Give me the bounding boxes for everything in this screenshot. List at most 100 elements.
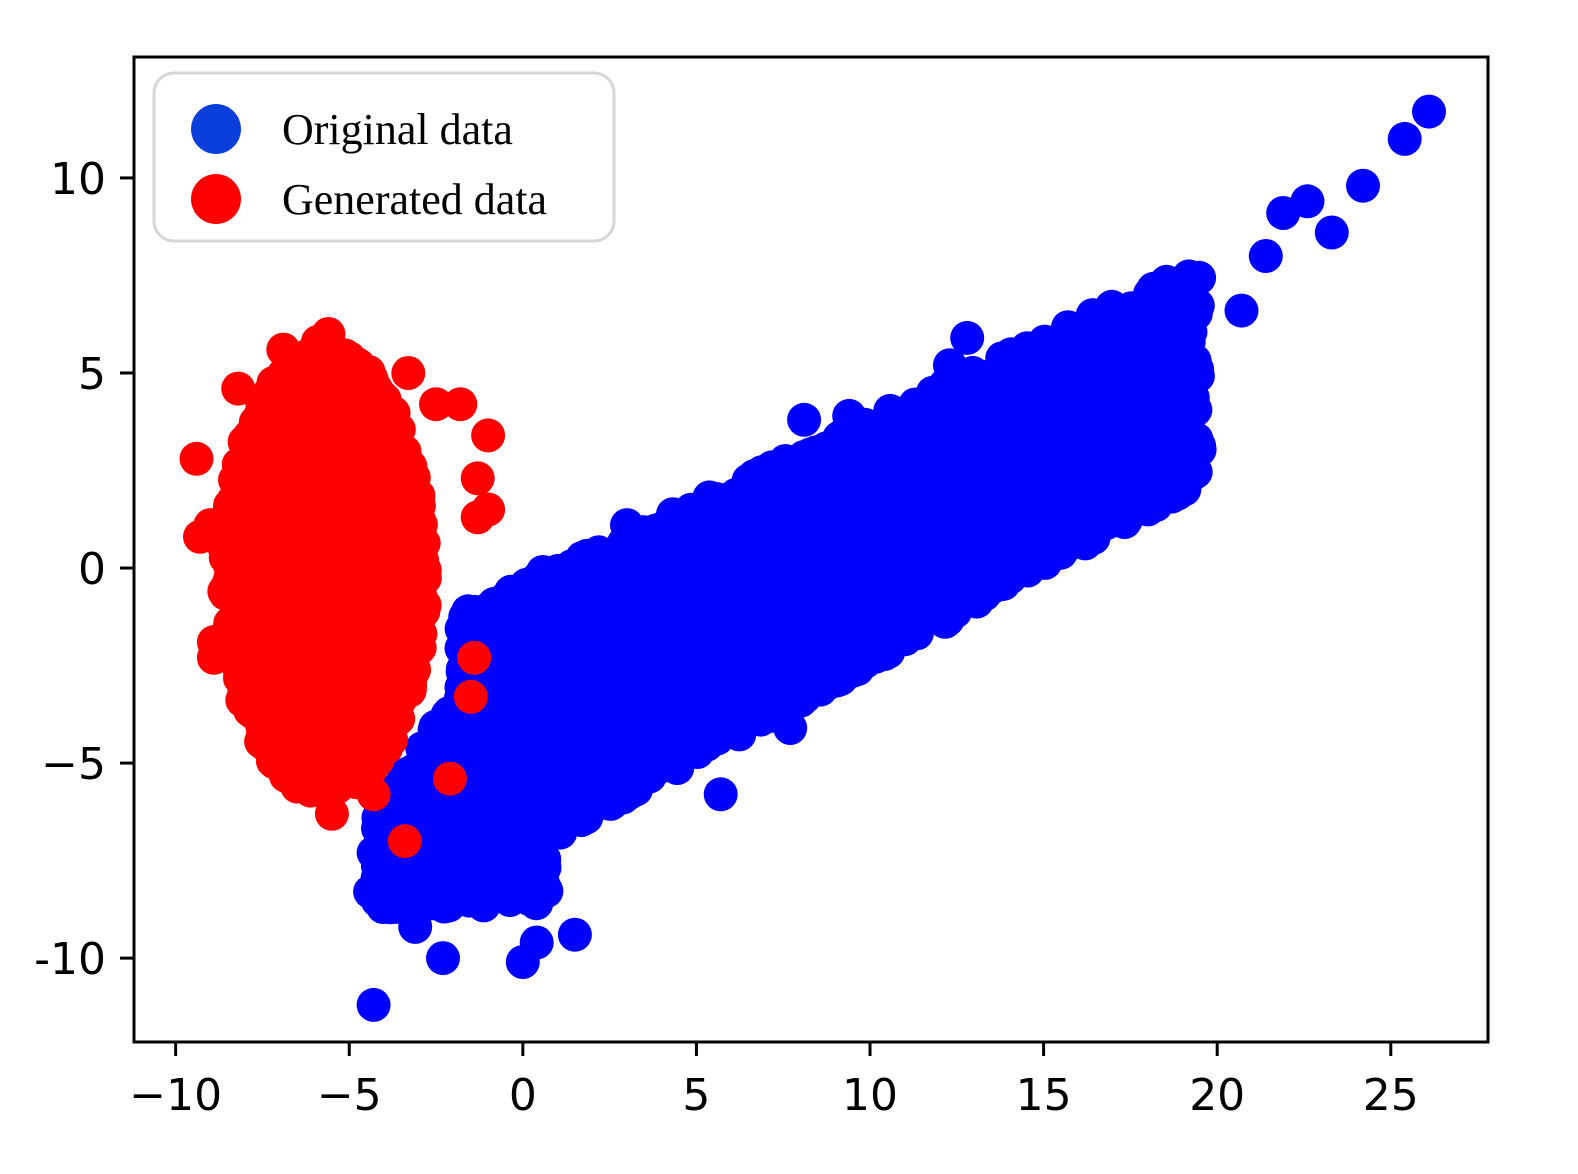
original-point [870,574,905,609]
generated-point [233,693,268,728]
generated-point [287,568,322,602]
original-point [1346,168,1380,203]
x-axis: −10 −5 0 5 10 15 20 25 [129,1042,1419,1121]
original-point [520,740,555,775]
original-point [675,681,710,716]
original-point [780,476,815,511]
original-point [426,941,460,976]
original-point [641,543,676,578]
original-point [353,874,388,909]
original-point [832,609,867,644]
original-point [932,348,967,383]
original-point [356,987,391,1022]
generated-point [362,397,397,432]
original-point [564,803,599,838]
generated-point [263,408,298,443]
x-tick-label: 10 [842,1070,898,1121]
original-point [832,398,867,433]
series-generated-data [179,317,506,859]
legend: Original data Generated data [152,71,616,243]
original-point [1224,293,1259,328]
original-point [887,405,921,440]
generated-point [278,452,312,487]
original-point [1047,334,1082,369]
generated-point [196,640,231,675]
original-point [867,637,902,671]
generated-point [383,513,418,548]
generated-point [377,551,412,585]
x-tick-label: 0 [509,1070,537,1121]
y-tick-label: 10 [50,154,106,205]
original-point [1131,492,1166,527]
original-point [713,617,748,652]
y-tick-label: 0 [78,544,106,595]
original-point [1114,414,1149,449]
generated-point [301,324,335,359]
generated-point [252,726,287,761]
y-tick-label: −5 [41,739,106,790]
generated-point [332,586,367,621]
original-point [824,441,859,476]
original-point [492,688,527,723]
x-tick-label: 20 [1189,1070,1245,1121]
original-point [444,611,479,646]
generated-point [251,612,286,647]
original-point [561,628,595,663]
generated-point [328,671,363,706]
original-point [936,443,970,478]
original-point [656,497,690,532]
original-point [989,352,1024,387]
generated-point [457,640,492,675]
original-point [1018,478,1052,513]
original-point [783,683,818,718]
original-point [1266,196,1301,230]
original-point [515,880,550,915]
original-point [1085,506,1120,541]
original-point [488,605,523,640]
original-point [1010,553,1045,588]
original-point [928,405,963,440]
original-point [1143,462,1178,497]
original-point [461,776,496,811]
original-point [697,581,732,616]
original-point [490,811,525,845]
generated-point [193,508,228,543]
generated-point [246,458,281,493]
generated-point [471,418,506,453]
generated-point [391,356,426,390]
original-point [471,719,506,754]
generated-point [221,371,256,406]
generated-point [356,777,391,812]
original-point [1049,425,1084,460]
original-point [863,451,897,486]
generated-point [387,824,422,859]
original-point [672,731,707,765]
original-point [1155,269,1190,304]
original-point [1087,449,1122,484]
original-point [589,558,624,593]
original-point [738,595,773,630]
original-point [1073,480,1108,515]
original-point [951,489,986,524]
x-tick-label: −10 [129,1070,222,1121]
y-tick-label: -10 [34,934,106,985]
original-point [777,574,812,609]
generated-point [330,739,365,774]
plot-area [179,94,1446,1022]
original-point [728,488,762,523]
original-point [748,651,783,686]
original-point [947,517,982,552]
original-point [1165,412,1199,447]
original-point [557,917,592,952]
original-point [429,867,464,902]
x-tick-label: −5 [317,1070,382,1121]
generated-point [460,500,495,535]
generated-point [324,457,358,492]
generated-point [314,796,349,831]
original-point [427,798,462,833]
original-point [703,777,738,812]
original-point [965,452,1000,487]
generated-point [453,679,488,714]
original-point [790,538,825,573]
